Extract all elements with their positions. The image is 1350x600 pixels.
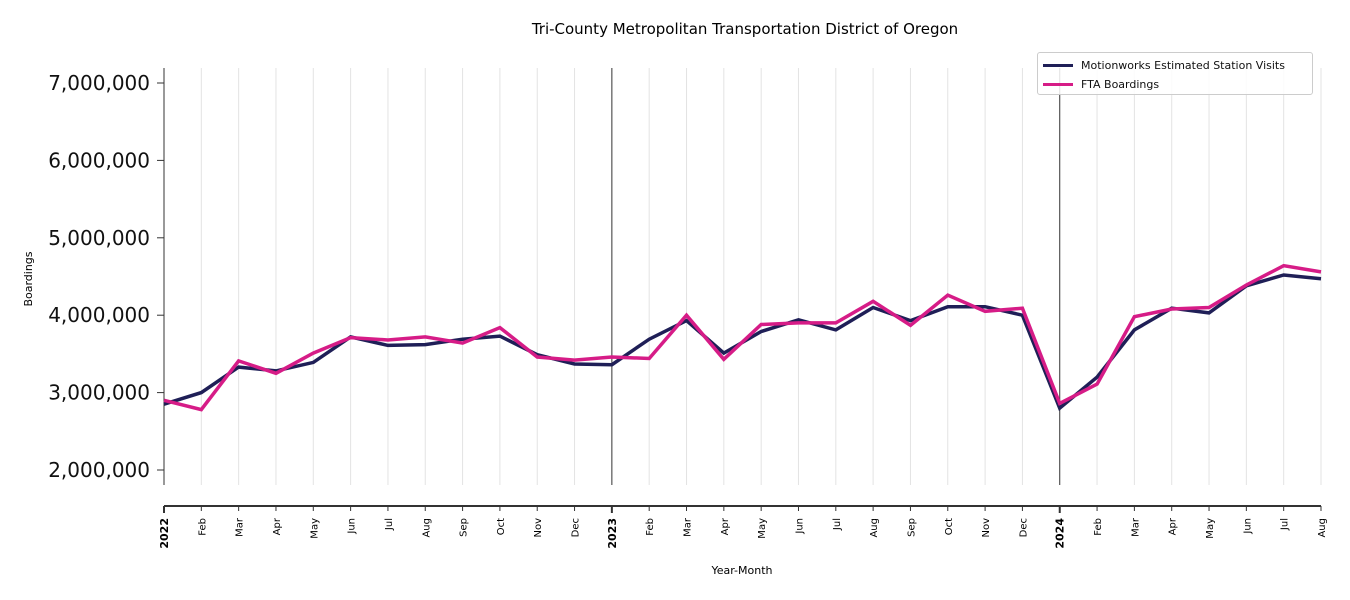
- x-tick-label: Sep: [906, 518, 917, 537]
- x-tick-label: Jul: [1280, 518, 1291, 531]
- x-tick-label: Aug: [869, 518, 880, 538]
- x-tick-label: Oct: [496, 518, 507, 535]
- x-tick-label: Feb: [645, 518, 656, 536]
- x-axis-label: Year-Month: [710, 564, 772, 577]
- x-tick-label: Apr: [1168, 517, 1179, 535]
- x-tick-label: Mar: [1130, 517, 1141, 537]
- x-tick-label: Dec: [571, 518, 582, 537]
- x-tick-label: Mar: [683, 517, 694, 537]
- x-tick-label: Nov: [981, 518, 992, 538]
- x-tick-label: Aug: [1317, 518, 1328, 538]
- x-tick-label: 2022: [158, 518, 171, 549]
- y-tick-label: 5,000,000: [48, 226, 150, 250]
- x-tick-label: Jun: [1242, 518, 1253, 535]
- y-tick-label: 4,000,000: [48, 303, 150, 327]
- x-tick-label: Jun: [347, 518, 358, 535]
- x-tick-label: Jul: [832, 518, 843, 531]
- series-line-fta: [163, 263, 1322, 412]
- x-tick-label: Feb: [197, 518, 208, 536]
- legend-swatch-motionworks: [1043, 63, 1073, 67]
- x-tick-label: Jul: [384, 518, 395, 531]
- year-marker-lines: [611, 68, 1061, 485]
- series-lines: [163, 263, 1322, 412]
- legend-label-motionworks: Motionworks Estimated Station Visits: [1081, 58, 1285, 72]
- x-tick-label: Sep: [459, 518, 470, 537]
- x-tick-label: Jun: [794, 518, 805, 535]
- grid-lines: [200, 68, 1322, 485]
- x-tick-label: Dec: [1018, 518, 1029, 537]
- x-tick-label: May: [757, 518, 768, 539]
- x-tick-label: Mar: [235, 517, 246, 537]
- chart-title: Tri-County Metropolitan Transportation D…: [531, 20, 958, 38]
- y-tick-label: 3,000,000: [48, 381, 150, 405]
- y-tick-label: 2,000,000: [48, 458, 150, 482]
- x-axis-ticks: 2022 Feb Mar Apr May Jun Jul Aug Sep Oct Nov Dec 202…: [158, 506, 1328, 549]
- y-axis-label: Boardings: [22, 251, 35, 306]
- legend-swatch-fta: [1043, 82, 1073, 86]
- x-tick-label: Nov: [533, 518, 544, 538]
- x-tick-label: May: [309, 518, 320, 539]
- x-tick-label: Oct: [944, 518, 955, 535]
- legend-label-fta: FTA Boardings: [1081, 77, 1160, 91]
- y-tick-label: 6,000,000: [48, 148, 150, 172]
- y-axis-ticks: 2,000,000 3,000,000 4,000,000 5,000,000 6,00…: [48, 71, 164, 482]
- legend-item-fta: FTA Boardings: [1043, 76, 1159, 92]
- legend-item-motionworks: Motionworks Estimated Station Visits: [1043, 57, 1285, 73]
- y-tick-label: 7,000,000: [48, 71, 150, 95]
- x-tick-label: 2023: [606, 518, 619, 549]
- x-tick-label: Aug: [421, 518, 432, 538]
- x-tick-label: Feb: [1093, 518, 1104, 536]
- legend: Motionworks Estimated Station Visits FTA…: [1037, 52, 1313, 95]
- x-tick-label: Apr: [720, 517, 731, 535]
- x-tick-label: 2024: [1054, 518, 1067, 549]
- x-tick-label: Apr: [272, 517, 283, 535]
- x-tick-label: May: [1205, 518, 1216, 539]
